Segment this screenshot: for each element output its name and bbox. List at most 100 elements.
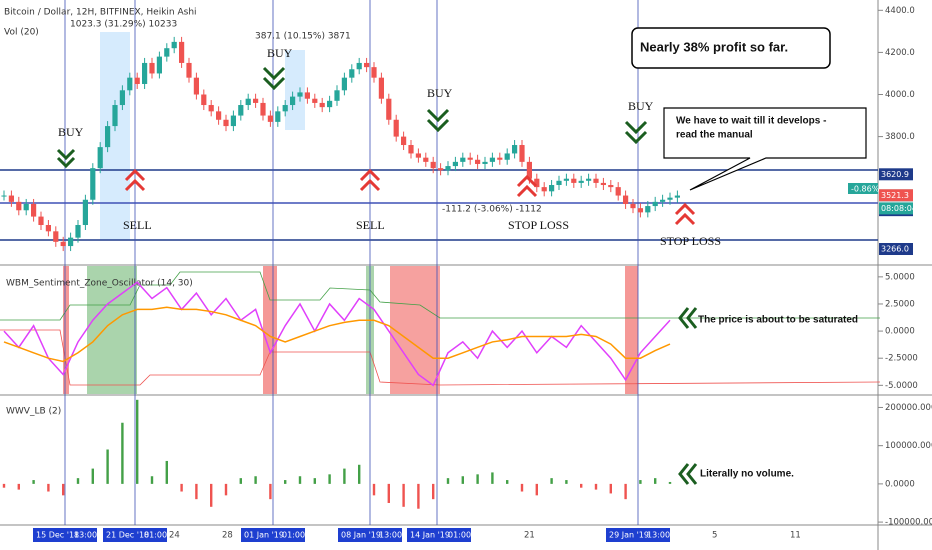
volume-bar [476, 474, 479, 484]
volume-bar [565, 480, 568, 484]
countdown-chip [879, 202, 913, 215]
candle [260, 102, 266, 116]
volume-bar [328, 474, 331, 484]
candle [341, 77, 347, 91]
volume-bar [136, 399, 139, 484]
volume-bar [121, 422, 124, 484]
pane-title: WBM_Sentiment_Zone_Oscillator (14, 30) [6, 279, 193, 289]
callout-text: read the manual [676, 130, 753, 141]
candle [556, 180, 562, 186]
volume-bar [402, 483, 405, 507]
side-arrows [678, 307, 698, 485]
volume-bar [2, 483, 6, 488]
sell-label: SELL [123, 218, 152, 232]
volume-bar [372, 483, 376, 496]
buy-label: BUY [267, 46, 293, 60]
volume-bar [210, 483, 213, 507]
candle [245, 98, 251, 106]
y-tick-label: 5.0000 [885, 272, 915, 282]
y-tick-label: 4000.0 [885, 90, 915, 100]
volume-bar [62, 483, 65, 496]
volume-bar [284, 480, 287, 484]
candle [519, 145, 525, 162]
candle [393, 119, 399, 137]
volume-bar [150, 476, 154, 484]
candle [445, 166, 451, 171]
time-label: 15 Dec '18 [36, 531, 79, 540]
volume-bar [76, 478, 80, 484]
volume-bar [654, 478, 657, 484]
time-label: 24 [169, 531, 180, 541]
time-label: 13:00 [647, 531, 670, 540]
candle [127, 77, 133, 91]
y-tick-label: -2.5000 [885, 354, 918, 364]
annotation: The price is about to be saturated [698, 315, 858, 326]
candle [423, 157, 429, 162]
countdown: 08:08:04 [881, 204, 917, 213]
candle [504, 153, 510, 160]
callout [663, 107, 867, 191]
measure: 1023.3 (31.29%) 10233 [70, 20, 177, 30]
candle [208, 105, 214, 112]
pane-title: WWV_LB (2) [6, 407, 61, 417]
candle [319, 102, 325, 108]
candle [171, 41, 177, 49]
candles [1, 36, 680, 252]
zone [263, 266, 277, 394]
candle [282, 105, 288, 112]
volume-bar [343, 468, 346, 484]
candle [549, 185, 555, 192]
candle [645, 206, 651, 213]
band-line [0, 271, 880, 321]
buy-label: BUY [58, 125, 84, 139]
candle [489, 157, 495, 162]
measure-box [100, 32, 130, 240]
candle [230, 115, 236, 127]
stop-label: STOP LOSS [508, 218, 569, 232]
y-tick-label: 3800.0 [885, 132, 915, 142]
candle [371, 67, 377, 78]
volume-bar [17, 483, 20, 490]
candle [201, 94, 207, 106]
candle [526, 161, 532, 179]
zone [390, 266, 440, 394]
change-chip [848, 183, 878, 194]
annotation: Literally no volume. [700, 469, 794, 480]
y-tick-label: 0.0000 [885, 479, 915, 489]
zone [63, 266, 69, 394]
candle [60, 241, 66, 247]
y-tick-label: 4200.0 [885, 48, 915, 58]
volume-bar [106, 449, 109, 484]
y-tick-label: 200000.0000 [885, 403, 932, 413]
measure-box [285, 50, 305, 130]
time-axis [33, 528, 670, 542]
candle [297, 92, 303, 97]
candle [142, 62, 148, 84]
time-label: 14 Jan '19 [410, 531, 450, 540]
volume-bar [269, 483, 272, 500]
time-label: 01:00 [144, 531, 167, 540]
sell-arrows [124, 168, 696, 226]
candle [674, 195, 680, 198]
time-label: 01:00 [282, 531, 305, 540]
candle [312, 98, 318, 103]
candle [386, 98, 392, 120]
candle [541, 187, 547, 192]
candle [82, 199, 88, 226]
candle [23, 203, 29, 211]
callout-text: We have to wait till it develops - [676, 116, 826, 127]
volume-bar [491, 472, 494, 484]
callout [631, 27, 831, 69]
volume-bar [580, 483, 583, 488]
candle [497, 157, 503, 160]
volume-bar [32, 480, 35, 484]
candle [31, 203, 37, 217]
candle [415, 153, 421, 158]
candle [356, 62, 362, 70]
candle [378, 77, 384, 99]
candle [267, 115, 273, 122]
candle [563, 178, 569, 181]
candle [660, 199, 666, 202]
candle [53, 231, 59, 242]
